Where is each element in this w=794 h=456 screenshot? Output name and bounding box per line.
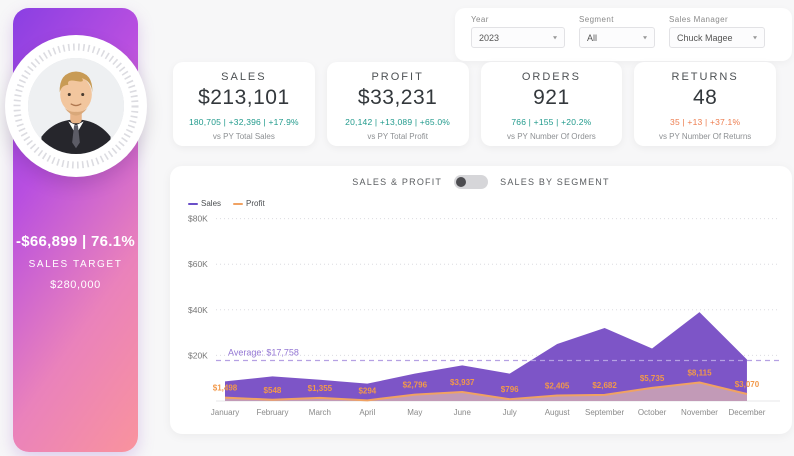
legend-label: Sales: [201, 199, 222, 208]
filter-segment: Segment All ▾: [579, 15, 655, 53]
kpi-value: 48: [692, 86, 718, 109]
sales-manager-dropdown-value: Chuck Magee: [677, 32, 733, 43]
sales-target-label: SALES TARGET: [28, 259, 123, 270]
x-axis-label: August: [545, 408, 571, 417]
sales-profit-chart-card: SALES & PROFIT SALES BY SEGMENT Sales Pr…: [170, 166, 792, 434]
avatar: [5, 35, 147, 177]
filter-year: Year 2023 ▾: [471, 15, 565, 53]
profit-swatch-icon: [233, 202, 244, 205]
avatar-photo: [28, 58, 124, 154]
kpi-card-profit: PROFIT $33,231 20,142 | +13,089 | +65.0%…: [326, 62, 469, 146]
portrait-illustration: [28, 58, 124, 154]
profit-data-label: $2,405: [545, 382, 570, 391]
profit-data-label: $2,796: [403, 381, 428, 390]
x-axis-label: March: [309, 408, 331, 417]
chart-view-toggle[interactable]: [454, 175, 489, 189]
chevron-down-icon: ▾: [552, 33, 557, 42]
chart-legend: Sales Profit: [188, 199, 265, 208]
toggle-option-sales-by-segment[interactable]: SALES BY SEGMENT: [500, 177, 610, 187]
kpi-title: PROFIT: [371, 71, 424, 83]
kpi-vs-py-metric: 35 | +13 | +37.1%: [670, 117, 741, 127]
kpi-card-returns: RETURNS 48 35 | +13 | +37.1% vs PY Numbe…: [634, 62, 776, 146]
filter-segment-label: Segment: [579, 15, 614, 24]
sales-manager-dropdown[interactable]: Chuck Magee ▾: [669, 27, 765, 48]
kpi-value: 921: [533, 86, 570, 109]
chevron-down-icon: ▾: [642, 33, 647, 42]
legend-item-profit: Profit: [233, 199, 265, 208]
kpi-vs-py-metric: 20,142 | +13,089 | +65.0%: [345, 117, 451, 127]
legend-item-sales: Sales: [188, 199, 221, 208]
legend-label: Profit: [246, 199, 265, 208]
profit-data-label: $3,937: [450, 378, 475, 387]
y-axis-tick-label: $60K: [188, 259, 208, 269]
avatar-tick-ring: [13, 43, 139, 169]
average-line-label: Average: $17,758: [228, 348, 299, 358]
profile-sidebar: -$66,899 | 76.1% SALES TARGET $280,000: [5, 8, 147, 452]
profit-data-label: $5,735: [640, 374, 665, 383]
kpi-value: $33,231: [357, 86, 438, 109]
y-axis-tick-label: $20K: [188, 350, 208, 360]
filter-bar: Year 2023 ▾ Segment All ▾ Sales Manager …: [455, 8, 792, 61]
chevron-down-icon: ▾: [752, 33, 757, 42]
y-axis-tick-label: $80K: [188, 214, 208, 224]
kpi-row: SALES $213,101 180,705 | +32,396 | +17.9…: [173, 62, 776, 146]
kpi-card-sales: SALES $213,101 180,705 | +32,396 | +17.9…: [173, 62, 315, 146]
segment-dropdown-value: All: [587, 32, 598, 43]
profit-data-label: $1,355: [308, 384, 333, 393]
x-axis-label: July: [503, 408, 517, 417]
sales-profit-area-chart: $80K $60K $40K $20K Average: $17,758 $1,498 $5…: [188, 214, 780, 417]
x-axis-label: February: [256, 408, 288, 417]
x-axis-label: September: [585, 408, 624, 417]
x-axis-label: April: [359, 408, 375, 417]
kpi-card-orders: ORDERS 921 766 | +155 | +20.2% vs PY Num…: [480, 62, 623, 146]
profit-data-label: $294: [358, 386, 376, 395]
x-axis-label: January: [211, 408, 239, 417]
kpi-sub-label: vs PY Total Sales: [212, 132, 275, 141]
kpi-vs-py-metric: 766 | +155 | +20.2%: [511, 117, 592, 127]
toggle-option-sales-profit[interactable]: SALES & PROFIT: [352, 177, 443, 187]
kpi-vs-py-metric: 180,705 | +32,396 | +17.9%: [188, 117, 299, 127]
year-dropdown[interactable]: 2023 ▾: [471, 27, 565, 48]
profit-line-series: [224, 381, 748, 402]
profit-data-label: $548: [264, 386, 282, 395]
kpi-title: SALES: [221, 71, 267, 83]
x-axis-label: November: [681, 408, 718, 417]
sales-target-delta: -$66,899 | 76.1%: [15, 233, 136, 250]
kpi-title: ORDERS: [521, 71, 581, 83]
kpi-sub-label: vs PY Total Profit: [367, 132, 428, 141]
filter-sales-manager-label: Sales Manager: [669, 15, 729, 24]
kpi-title: RETURNS: [671, 71, 739, 83]
profit-data-label: $2,682: [592, 381, 617, 390]
sales-target-value: $280,000: [50, 279, 101, 291]
filter-year-label: Year: [471, 15, 489, 24]
toggle-knob: [456, 177, 467, 187]
sales-area-series: [225, 312, 747, 401]
profit-data-label: $8,115: [687, 368, 712, 377]
profit-data-label: $796: [501, 385, 519, 394]
year-dropdown-value: 2023: [479, 32, 500, 43]
x-axis-label: October: [638, 408, 667, 417]
x-axis-label: December: [728, 408, 765, 417]
profit-data-label: $3,070: [735, 380, 760, 389]
profit-area-series: [225, 382, 747, 401]
kpi-value: $213,101: [198, 86, 290, 109]
segment-dropdown[interactable]: All ▾: [579, 27, 655, 48]
y-axis-tick-label: $40K: [188, 305, 208, 315]
x-axis-label: June: [454, 408, 472, 417]
kpi-sub-label: vs PY Number Of Returns: [658, 132, 752, 141]
filter-sales-manager: Sales Manager Chuck Magee ▾: [669, 15, 765, 53]
profit-data-label: $1,498: [213, 384, 238, 393]
chart-view-toggle-row: SALES & PROFIT SALES BY SEGMENT: [170, 175, 792, 189]
x-axis-label: May: [407, 408, 422, 417]
sales-swatch-icon: [188, 202, 198, 205]
kpi-sub-label: vs PY Number Of Orders: [506, 132, 596, 141]
